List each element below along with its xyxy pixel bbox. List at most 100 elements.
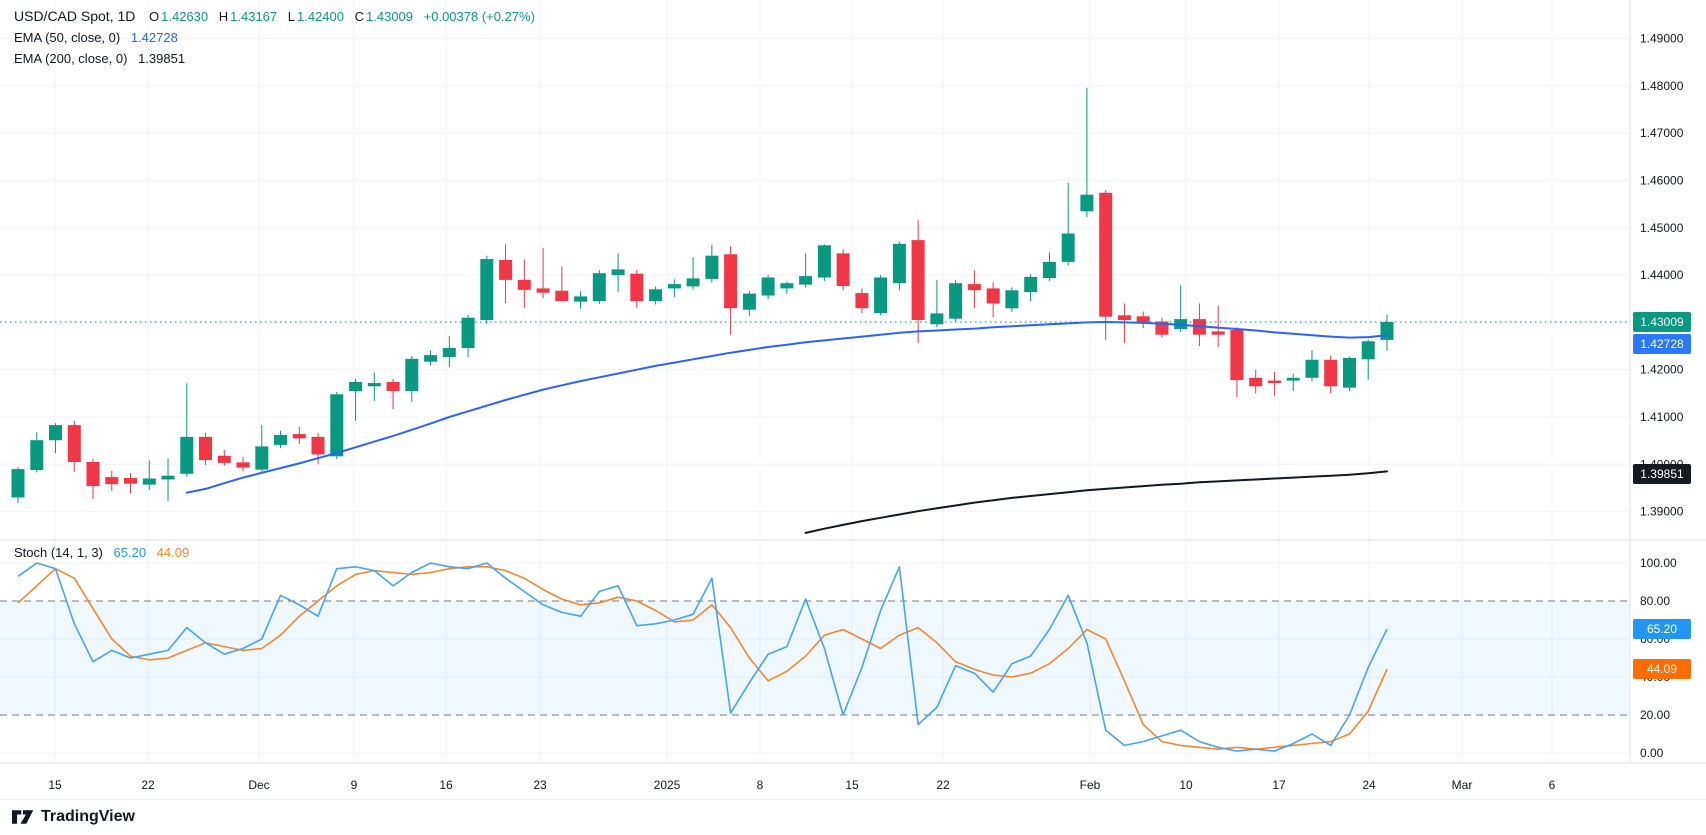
stoch-tick-label: 0.00 — [1640, 746, 1664, 760]
candle — [236, 456, 250, 472]
open-value: 1.42630 — [161, 9, 209, 24]
symbol-legend[interactable]: USD/CAD Spot, 1D O 1.42630 H 1.43167 L 1.42… — [14, 8, 535, 24]
stoch-label: Stoch (14, 1, 3) — [14, 545, 103, 560]
candle — [724, 246, 738, 335]
candle — [949, 279, 963, 322]
candle — [349, 378, 363, 421]
candle — [1099, 190, 1113, 340]
candle — [574, 291, 588, 309]
stoch-tick-label: 80.00 — [1640, 594, 1670, 608]
chart-canvas[interactable]: 1.49000 1.48000 1.47000 1.46000 1.45000 1.440… — [0, 0, 1706, 801]
candle — [330, 392, 344, 460]
candle — [817, 244, 831, 281]
ema50-price-badge: 1.42728 — [1633, 334, 1691, 354]
stoch-legend[interactable]: Stoch (14, 1, 3) 65.20 44.09 — [14, 545, 189, 560]
stoch-d-value: 44.09 — [156, 545, 190, 560]
ema200-value: 1.39851 — [138, 51, 186, 66]
candle — [592, 269, 606, 304]
candle — [1211, 305, 1225, 347]
candle — [11, 467, 25, 504]
candle — [30, 432, 44, 473]
time-tick-label: 17 — [1272, 778, 1286, 792]
price-tick-label: 1.47000 — [1640, 126, 1684, 140]
candle — [1230, 327, 1244, 398]
stoch-k-line — [17, 562, 1388, 752]
candle — [799, 253, 813, 288]
tradingview-logo[interactable]: TradingView — [12, 808, 135, 826]
time-tick-label: Dec — [248, 778, 269, 792]
candle — [1155, 317, 1169, 338]
symbol-title: USD/CAD Spot, 1D — [14, 8, 136, 24]
candle — [836, 249, 850, 291]
candle — [555, 266, 569, 302]
time-tick-label: 23 — [533, 778, 547, 792]
ema50-legend[interactable]: EMA (50, close, 0) 1.42728 — [14, 30, 178, 45]
time-tick-label: 8 — [757, 778, 764, 792]
candle — [1268, 372, 1281, 396]
candle — [142, 460, 156, 490]
candle — [1192, 303, 1206, 347]
price-tick-label: 1.42000 — [1640, 363, 1684, 377]
ema50-value: 1.42728 — [130, 30, 178, 45]
candle — [424, 350, 438, 366]
candle — [630, 269, 644, 308]
change-value: +0.00378 (+0.27%) — [423, 9, 535, 24]
price-tick-label: 1.39000 — [1640, 505, 1684, 519]
time-axis[interactable]: 15 22 Dec 9 16 23 2025 8 15 22 Feb 10 17 24 Mar 6 — [48, 778, 1555, 792]
candle — [217, 449, 231, 466]
candle — [911, 220, 925, 344]
candle — [686, 257, 700, 290]
time-tick-label: Mar — [1452, 778, 1473, 792]
candle — [967, 270, 981, 309]
stoch-band — [0, 601, 1630, 715]
stoch-tick-label: 100.00 — [1640, 556, 1677, 570]
candle — [536, 248, 550, 299]
ema200-label: EMA (200, close, 0) — [14, 51, 128, 66]
low-value: 1.42400 — [297, 9, 344, 24]
high-label: H — [218, 9, 229, 24]
candle — [1042, 252, 1056, 281]
candle — [855, 288, 869, 313]
candle — [1249, 369, 1263, 394]
time-tick-label: 22 — [141, 778, 155, 792]
high-value: 1.43167 — [230, 9, 278, 24]
candle — [124, 473, 137, 494]
candles-series — [11, 87, 1394, 504]
candle — [1343, 356, 1356, 391]
candle — [986, 282, 1000, 318]
ema200-price-badge: 1.39851 — [1633, 464, 1691, 484]
candle — [874, 275, 888, 316]
candle — [442, 336, 456, 367]
candle — [1080, 87, 1094, 217]
time-tick-label: 15 — [48, 778, 62, 792]
candle — [480, 255, 494, 324]
price-axis[interactable]: 1.49000 1.48000 1.47000 1.46000 1.45000 1.440… — [1640, 32, 1684, 760]
last-price-badge: 1.43009 — [1633, 312, 1691, 332]
candle — [255, 425, 269, 472]
ema200-legend[interactable]: EMA (200, close, 0) 1.39851 — [14, 51, 185, 66]
candle — [105, 470, 119, 491]
open-label: O — [149, 9, 160, 24]
candle — [611, 253, 625, 293]
low-label: L — [287, 9, 295, 24]
candle — [761, 274, 775, 300]
candle — [405, 356, 419, 402]
price-tick-label: 1.44000 — [1640, 268, 1684, 282]
candle — [86, 458, 100, 500]
candle — [780, 281, 794, 294]
candle — [67, 420, 81, 472]
candle — [499, 243, 513, 303]
stoch-k-value: 65.20 — [113, 545, 147, 560]
footer: TradingView — [0, 800, 1706, 835]
tradingview-logo-icon — [12, 810, 34, 824]
ema50-line — [185, 321, 1388, 494]
ema50-label: EMA (50, close, 0) — [14, 30, 121, 45]
tradingview-wordmark: TradingView — [41, 808, 135, 825]
candle — [180, 383, 194, 477]
candle — [1305, 350, 1319, 382]
price-tick-label: 1.49000 — [1640, 32, 1684, 46]
time-tick-label: 22 — [936, 778, 950, 792]
time-tick-label: 15 — [845, 778, 859, 792]
candle — [1286, 373, 1300, 391]
candle — [461, 314, 475, 357]
